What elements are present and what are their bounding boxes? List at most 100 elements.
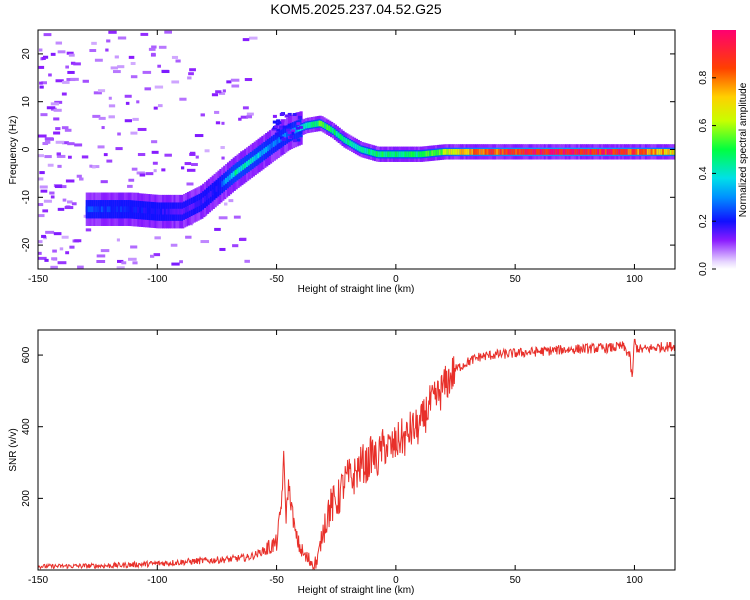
spectrogram-core-cell — [211, 189, 215, 196]
spectrogram-core-cell — [372, 150, 376, 156]
spectrogram-core-cell — [135, 206, 139, 213]
spectrogram-core-cell — [339, 134, 343, 140]
spectrogram-core-cell — [503, 149, 507, 155]
spectrogram-noise-cell — [55, 140, 65, 144]
spectrogram-noise-cell — [51, 257, 57, 261]
spectrogram-core-cell — [110, 206, 114, 213]
spectrogram-core-cell — [643, 149, 647, 155]
spectrogram-noise-cell — [89, 164, 93, 168]
spectrogram-core-cell — [431, 150, 435, 157]
spectrogram-image — [38, 30, 675, 269]
spectrogram-core-cell — [419, 151, 423, 158]
spectrogram-core-cell — [309, 122, 313, 128]
spectrogram-core-cell — [87, 206, 91, 213]
spectrogram-core-cell — [444, 149, 448, 155]
spectrogram-noise-cell — [85, 228, 92, 232]
spectrogram-core-cell — [142, 207, 147, 214]
spectrogram-core-cell — [322, 122, 326, 128]
spectrogram-core-cell — [99, 206, 103, 213]
spectrogram-core-cell — [207, 192, 212, 199]
spectrogram-core-cell — [293, 127, 297, 134]
spectrogram-noise-cell — [175, 59, 181, 63]
spectrogram-noise-cell — [61, 126, 69, 130]
spectrogram-core-cell — [673, 149, 675, 155]
snr-x-tick-label: -100 — [147, 575, 167, 586]
spectrogram-core-cell — [660, 149, 664, 155]
colorbar-label: Normalized spectral amplitude — [738, 82, 749, 217]
spectrogram-y-label: Frequency (Hz) — [8, 116, 19, 185]
spectrogram-core-cell — [177, 208, 181, 215]
spectrogram-core-cell — [360, 146, 364, 153]
spectrogram-core-cell — [639, 149, 643, 155]
spectrogram-noise-cell — [200, 240, 210, 244]
spectrogram-core-cell — [295, 126, 299, 133]
spectrogram-cloud-cell — [292, 113, 297, 117]
spectrogram-noise-cell — [64, 128, 72, 132]
spectrogram-core-cell — [595, 149, 599, 155]
spectrogram-core-cell — [484, 149, 488, 155]
spectrogram-noise-cell — [38, 48, 43, 52]
snr-frame — [37, 329, 676, 571]
spectrogram-noise-cell — [53, 131, 61, 135]
spectrogram-core-cell — [368, 148, 372, 155]
spectrogram-noise-cell — [164, 30, 172, 34]
spectrogram-core-cell — [366, 148, 370, 155]
spectrogram-core-cell — [469, 149, 473, 155]
spectrogram-noise-cell — [144, 87, 152, 91]
spectrogram-core-cell — [623, 149, 628, 155]
spectrogram-noise-cell — [38, 240, 43, 244]
spectrogram-core-cell — [255, 154, 259, 160]
spectrogram-core-cell — [438, 149, 443, 156]
spectrogram-core-cell — [307, 122, 311, 129]
spectrogram-noise-cell — [179, 260, 183, 264]
spectrogram-core-cell — [398, 151, 402, 158]
spectrogram-core-cell — [534, 149, 538, 155]
spectrogram-noise-cell — [132, 117, 139, 121]
spectrogram-core-cell — [509, 149, 513, 155]
spectrogram-core-cell — [646, 149, 651, 155]
spectrogram-noise-cell — [108, 30, 117, 34]
spectrogram-noise-cell — [79, 177, 84, 181]
spectrogram-core-cell — [396, 151, 401, 158]
spectrogram-cloud-cell — [298, 131, 303, 135]
spectrogram-noise-cell — [219, 247, 226, 251]
spectrogram-noise-cell — [154, 85, 164, 89]
spectrogram-cloud-cell — [285, 114, 290, 118]
spectrogram-core-cell — [314, 121, 318, 127]
spectrogram-core-cell — [631, 149, 635, 155]
spectrogram-core-cell — [520, 149, 525, 155]
spectrogram-core-cell — [488, 149, 492, 155]
spectrogram-core-cell — [578, 149, 582, 155]
spectrogram-core-cell — [102, 206, 107, 213]
spectrogram-noise-cell — [242, 38, 250, 42]
spectrogram-core-cell — [154, 208, 158, 215]
spectrogram-core-cell — [326, 124, 330, 131]
spectrogram-noise-cell — [55, 79, 64, 83]
spectrogram-noise-cell — [66, 51, 74, 55]
snr-x-label: Height of straight line (km) — [298, 585, 415, 596]
spectrogram-cloud-cell — [287, 123, 292, 127]
spectrogram-core-cell — [400, 151, 404, 158]
spectrogram-core-cell — [303, 123, 307, 130]
spectrogram-y-tick-label: 0 — [21, 146, 32, 152]
spectrogram-core-cell — [188, 204, 192, 211]
spectrogram-core-cell — [240, 165, 244, 172]
spectrogram-noise-cell — [189, 68, 196, 72]
spectrogram-noise-cell — [130, 61, 136, 65]
spectrogram-noise-cell — [151, 140, 158, 144]
spectrogram-core-cell — [528, 149, 532, 155]
spectrogram-noise-cell — [223, 202, 228, 206]
colorbar-tick-label: 0.2 — [698, 214, 709, 228]
spectrogram-x-tick-label: -100 — [147, 274, 167, 285]
spectrogram-core-cell — [120, 206, 124, 213]
spectrogram-core-cell — [192, 203, 196, 209]
spectrogram-core-cell — [555, 149, 559, 155]
spectrogram-core-cell — [583, 149, 588, 155]
spectrogram-core-cell — [434, 149, 439, 156]
spectrogram-cloud-cell — [297, 115, 302, 119]
spectrogram-noise-cell — [151, 45, 157, 49]
spectrogram-x-tick-label: 100 — [626, 274, 643, 285]
spectrogram-noise-cell — [215, 90, 222, 94]
spectrogram-noise-cell — [59, 247, 64, 251]
spectrogram-cloud-cell — [296, 122, 301, 126]
